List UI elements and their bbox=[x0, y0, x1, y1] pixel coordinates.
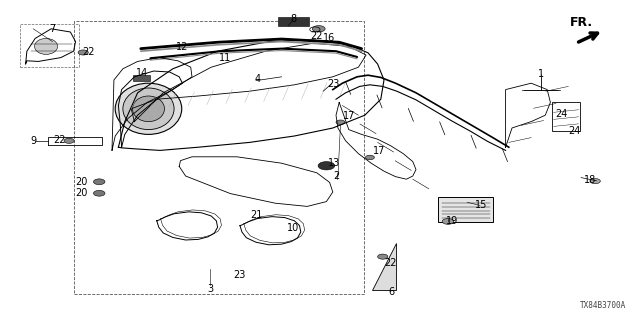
Text: 17: 17 bbox=[372, 146, 385, 156]
Text: 13: 13 bbox=[328, 157, 340, 168]
Circle shape bbox=[78, 50, 88, 55]
Text: 4: 4 bbox=[254, 74, 260, 84]
Circle shape bbox=[64, 138, 74, 143]
Circle shape bbox=[442, 219, 454, 224]
Text: 3: 3 bbox=[207, 284, 213, 294]
Text: 23: 23 bbox=[233, 269, 246, 280]
Bar bbox=[438, 197, 493, 222]
Text: 24: 24 bbox=[555, 108, 568, 119]
Polygon shape bbox=[372, 243, 396, 290]
Bar bbox=[552, 102, 580, 131]
Text: 12: 12 bbox=[176, 42, 189, 52]
Circle shape bbox=[93, 190, 105, 196]
Text: 23: 23 bbox=[327, 79, 340, 89]
Ellipse shape bbox=[35, 38, 58, 54]
Text: 7: 7 bbox=[49, 24, 56, 34]
Circle shape bbox=[378, 254, 388, 259]
Text: 6: 6 bbox=[388, 287, 394, 297]
Bar bbox=[74, 21, 364, 294]
Text: 16: 16 bbox=[323, 33, 335, 43]
Text: 10: 10 bbox=[287, 223, 300, 233]
Text: 22: 22 bbox=[310, 31, 323, 41]
Text: 17: 17 bbox=[343, 111, 356, 121]
Text: 9: 9 bbox=[30, 136, 36, 146]
Circle shape bbox=[93, 179, 105, 185]
Circle shape bbox=[318, 162, 335, 170]
Ellipse shape bbox=[115, 83, 182, 134]
Circle shape bbox=[590, 179, 600, 184]
Text: 24: 24 bbox=[568, 126, 580, 136]
Circle shape bbox=[336, 120, 345, 124]
Text: 22: 22 bbox=[384, 258, 397, 268]
Circle shape bbox=[312, 26, 325, 32]
Text: 20: 20 bbox=[76, 188, 88, 198]
Text: 8: 8 bbox=[290, 13, 296, 24]
Text: 20: 20 bbox=[76, 177, 88, 187]
Bar bbox=[133, 75, 150, 81]
Text: 2: 2 bbox=[333, 171, 340, 181]
Ellipse shape bbox=[132, 96, 164, 122]
Text: 19: 19 bbox=[445, 216, 458, 227]
Text: 18: 18 bbox=[584, 175, 596, 185]
Text: FR.: FR. bbox=[570, 16, 593, 29]
Text: 1: 1 bbox=[538, 68, 544, 79]
Text: 21: 21 bbox=[250, 210, 262, 220]
Circle shape bbox=[365, 155, 374, 160]
Text: 11: 11 bbox=[219, 53, 232, 63]
Text: 22: 22 bbox=[82, 47, 95, 57]
Text: 15: 15 bbox=[475, 200, 488, 211]
Text: 14: 14 bbox=[136, 68, 148, 78]
Ellipse shape bbox=[123, 88, 174, 130]
Text: 22: 22 bbox=[53, 135, 66, 145]
Bar bbox=[20, 24, 79, 67]
Bar bbox=[278, 17, 309, 26]
Text: TX84B3700A: TX84B3700A bbox=[580, 301, 626, 310]
